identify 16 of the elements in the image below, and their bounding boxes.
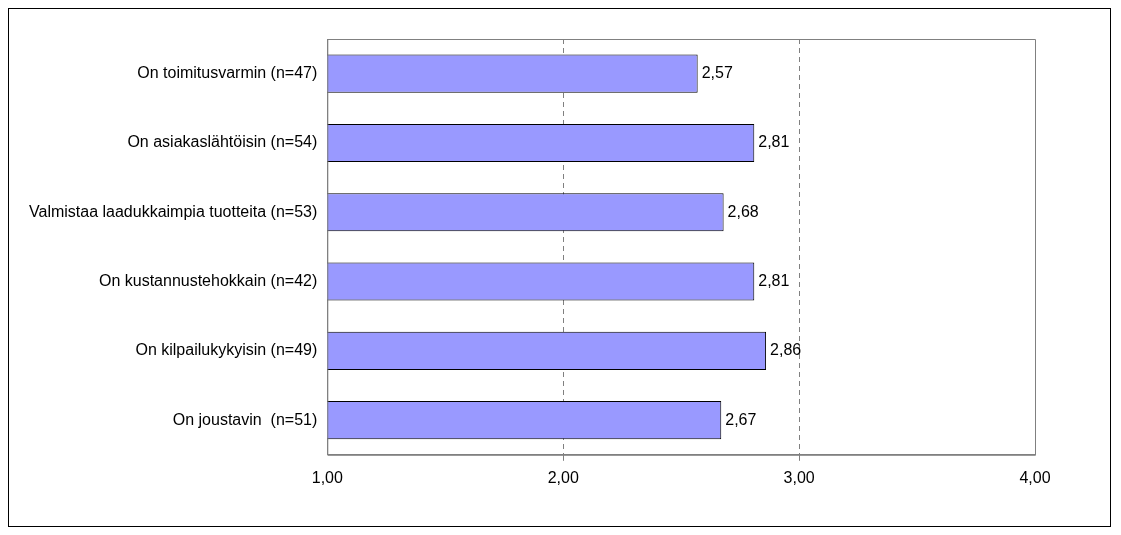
y-tick-label: On kilpailukykyisin (n=49) xyxy=(135,341,318,359)
y-tick-label: On kustannustehokkain (n=42) xyxy=(98,271,318,289)
x-tick-label: 3,00 xyxy=(783,468,815,486)
data-label: 2,68 xyxy=(727,202,759,220)
data-label: 2,81 xyxy=(758,133,790,151)
data-label: 2,57 xyxy=(701,64,733,82)
data-label: 2,86 xyxy=(770,341,802,359)
x-tick-label: 2,00 xyxy=(547,468,579,486)
x-tick-label: 4,00 xyxy=(1019,468,1051,486)
y-tick-label: On asiakaslähtöisin (n=54) xyxy=(127,133,318,151)
y-tick-label: On toimitusvarmin (n=47) xyxy=(137,64,318,82)
data-label: 2,81 xyxy=(758,271,790,289)
y-tick-label: On joustavin (n=51) xyxy=(172,410,318,428)
x-tick-label: 1,00 xyxy=(311,468,343,486)
data-label: 2,67 xyxy=(725,410,757,428)
y-tick-label: Valmistaa laadukkaimpia tuotteita (n=53) xyxy=(28,202,318,220)
